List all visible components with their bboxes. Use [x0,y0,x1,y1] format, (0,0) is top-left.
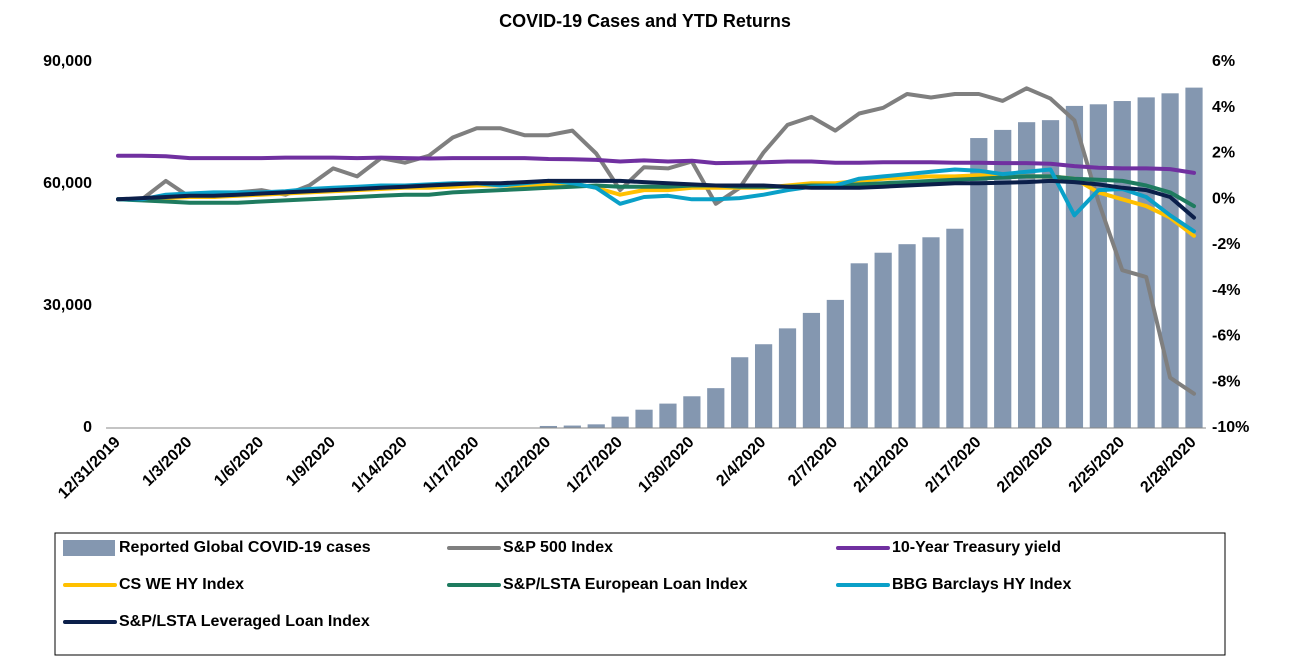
x-tick-label: 2/28/2020 [1137,434,1199,496]
bar [1041,120,1060,429]
x-tick-label: 1/27/2020 [564,434,626,496]
legend-label: Reported Global COVID-19 cases [119,539,371,556]
legend-label: BBG Barclays HY Index [892,576,1071,593]
bar [539,425,558,428]
y2-tick-label: 6% [1212,53,1235,70]
x-tick-label: 1/6/2020 [211,434,267,490]
y2-tick-label: 0% [1212,190,1235,207]
bar [1137,97,1155,428]
legend-label: S&P/LSTA Leveraged Loan Index [119,613,370,630]
bar [635,409,653,428]
bar [707,388,725,428]
y2-tick-label: 4% [1212,99,1235,116]
y2-tick-label: -6% [1212,328,1240,345]
y-tick-label: 90,000 [43,53,92,70]
y2-tick-label: -2% [1212,236,1240,253]
x-tick-label: 1/14/2020 [348,434,410,496]
line [116,174,1196,209]
bar [874,252,892,428]
x-tick-label: 2/7/2020 [785,434,841,490]
x-tick-label: 1/30/2020 [635,434,697,496]
bar [850,263,868,428]
bar [778,328,797,428]
x-tick-label: 12/31/2019 [55,434,124,503]
chart-title: COVID-19 Cases and YTD Returns [499,11,791,31]
bar [563,425,581,428]
bar [946,228,964,428]
y-tick-label: 60,000 [43,175,92,192]
bar [970,138,988,428]
y-tick-label: 0 [83,419,92,436]
y2-tick-label: -8% [1212,373,1240,390]
bar [731,357,749,428]
bar [994,129,1012,428]
legend-box [54,532,1226,656]
bar [611,416,629,428]
x-tick-label: 1/9/2020 [283,434,339,490]
bar [659,403,677,428]
legend-label: S&P 500 Index [503,539,613,556]
x-tick-label: 2/25/2020 [1066,434,1128,496]
x-tick-label: 1/17/2020 [420,434,482,496]
y2-tick-label: -10% [1212,419,1249,436]
bar [922,237,940,428]
y2-tick-label: 2% [1212,145,1235,162]
legend-swatch [63,540,115,556]
x-tick-label: 1/3/2020 [139,434,195,490]
bar [1185,87,1203,429]
bar [683,396,701,428]
bar [587,424,605,428]
bar [802,312,821,428]
bar [754,344,773,428]
line [116,153,1196,175]
line [116,178,1196,220]
legend-label: CS WE HY Index [119,576,244,593]
bar [898,244,916,428]
x-tick-label: 2/4/2020 [713,434,769,490]
legend-label: 10-Year Treasury yield [892,539,1061,556]
x-tick-label: 2/17/2020 [922,434,984,496]
legend-label: S&P/LSTA European Loan Index [503,576,748,593]
bar [1089,104,1107,428]
x-tick-label: 2/20/2020 [994,434,1056,496]
y2-tick-label: -4% [1212,282,1240,299]
bar [826,299,844,428]
bar [1161,93,1179,429]
y-tick-label: 30,000 [43,297,92,314]
bar [1018,122,1036,428]
x-tick-label: 2/12/2020 [851,434,913,496]
x-tick-label: 1/22/2020 [492,434,554,496]
bar [1065,105,1084,429]
